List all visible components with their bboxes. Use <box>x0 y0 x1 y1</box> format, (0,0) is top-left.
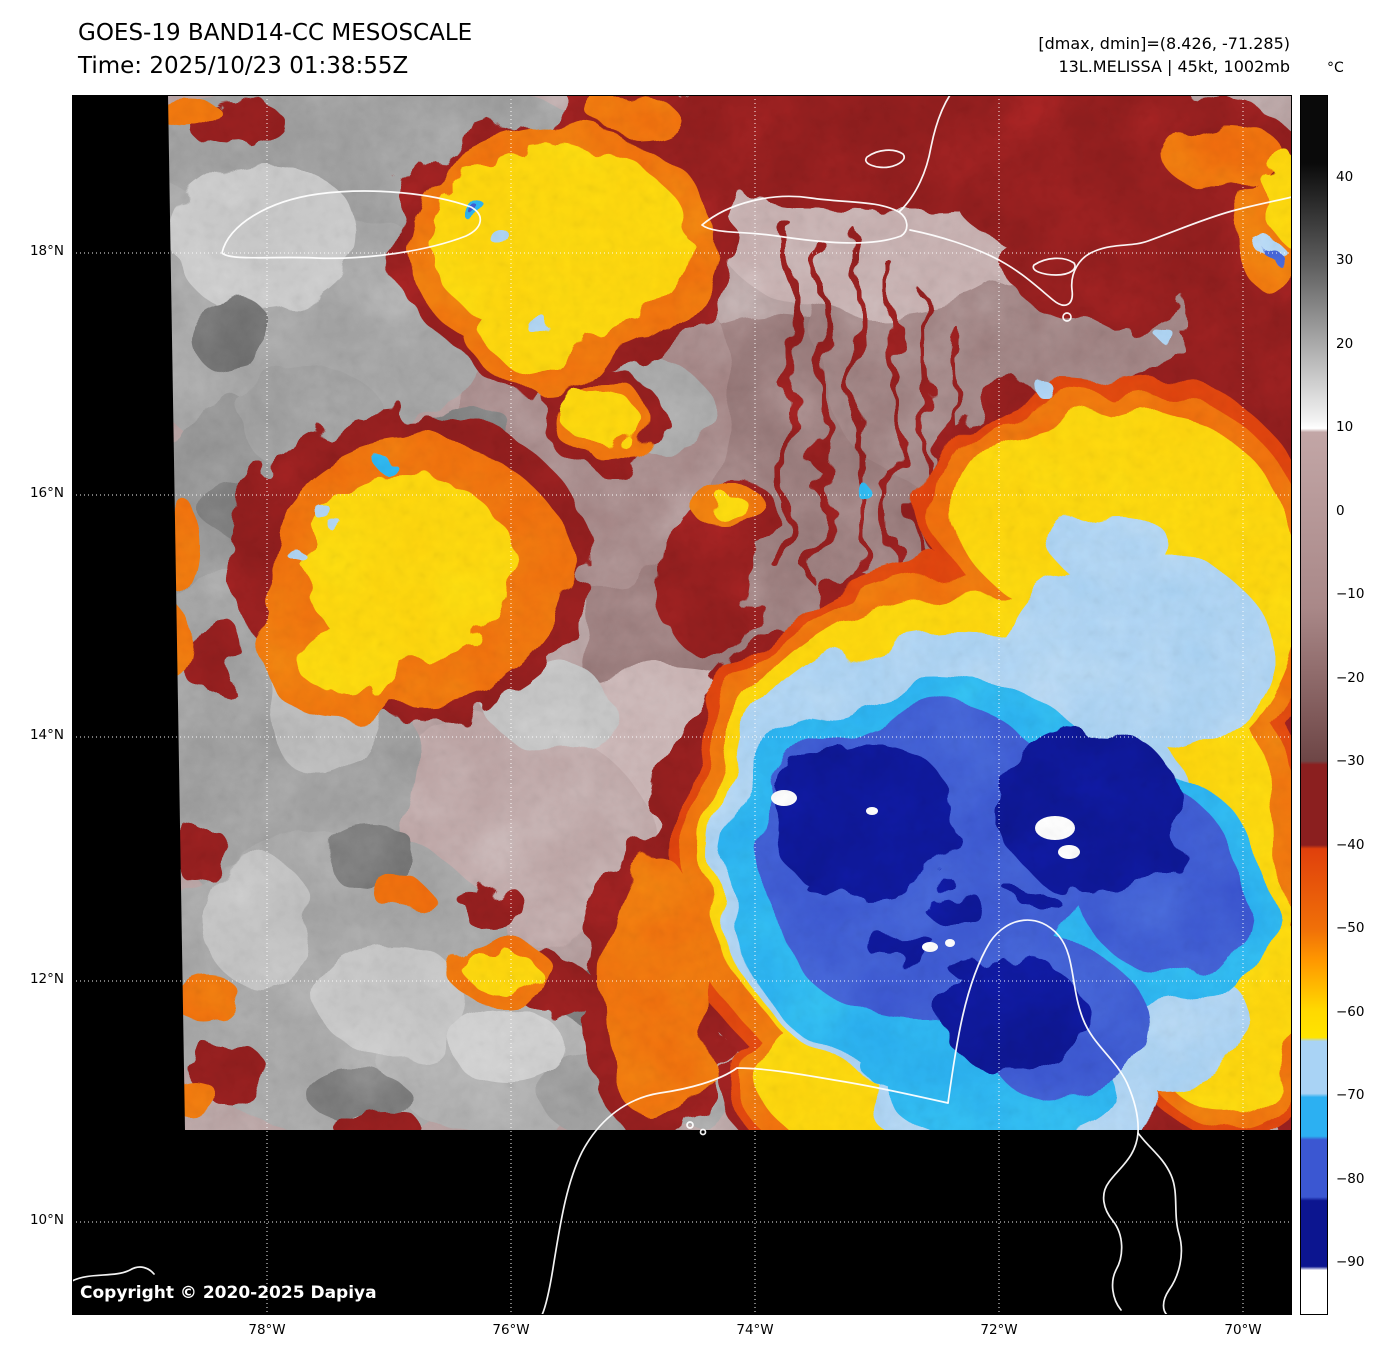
lon-tick-label: 72°W <box>980 1322 1018 1338</box>
colorbar-tick-label: 30 <box>1336 252 1354 268</box>
coastline-islet-2 <box>699 1128 707 1136</box>
lat-tick-label: 18°N <box>29 243 64 259</box>
lon-tick-label: 76°W <box>492 1322 530 1338</box>
copyright-text: Copyright © 2020-2025 Dapiya <box>80 1283 377 1303</box>
coastline-beata-island <box>1062 312 1072 322</box>
satellite-data-region <box>168 95 1292 1130</box>
coastline-haiti-west <box>898 95 951 213</box>
lat-tick-label: 12°N <box>29 971 64 987</box>
coastlines <box>72 95 1292 1315</box>
lon-tick-label: 70°W <box>1224 1322 1262 1338</box>
coastline-gulf-venezuela-east <box>1137 1132 1183 1315</box>
colorbar-tick-label: 20 <box>1336 336 1354 352</box>
coastline-hispaniola-tiburon <box>701 195 908 244</box>
colorbar-tick-label: −50 <box>1336 920 1365 936</box>
coastline-lake-enriquillo <box>1032 257 1076 276</box>
coastline-panama <box>72 1266 155 1282</box>
colorbar-tick-label: −10 <box>1336 586 1365 602</box>
dmax-dmin-readout: [dmax, dmin]=(8.426, -71.285) <box>1038 34 1290 53</box>
colorbar-tick-label: 40 <box>1336 169 1354 185</box>
cloud-texture-fine <box>168 95 1292 1130</box>
header-info: [dmax, dmin]=(8.426, -71.285) 13L.MELISS… <box>1038 32 1290 78</box>
colorbar-tick-label: 10 <box>1336 419 1354 435</box>
page-title: GOES-19 BAND14-CC MESOSCALE <box>78 20 473 46</box>
colorbar-tick-label: −30 <box>1336 753 1365 769</box>
colorbar-tick-label: −40 <box>1336 837 1365 853</box>
colorbar-tick-label: 0 <box>1336 503 1345 519</box>
coastline-jamaica <box>221 190 481 260</box>
lon-tick-label: 74°W <box>736 1322 774 1338</box>
lon-tick-label: 78°W <box>248 1322 286 1338</box>
coastline-gonave-island <box>864 149 905 169</box>
colorbar-tick-label: −60 <box>1336 1004 1365 1020</box>
lat-tick-label: 10°N <box>29 1212 64 1228</box>
map-plot-area: Copyright © 2020-2025 Dapiya <box>72 95 1292 1315</box>
colorbar-unit-label: °C <box>1327 60 1344 76</box>
satellite-map <box>72 95 1292 1315</box>
grid-lines <box>72 95 1292 1315</box>
coastline-dominican-south <box>909 196 1292 307</box>
temperature-colorbar <box>1300 95 1328 1315</box>
colorbar-tick-label: −90 <box>1336 1254 1365 1270</box>
coastline-islet-1 <box>686 1121 694 1129</box>
colorbar-tick-label: −80 <box>1336 1171 1365 1187</box>
coastline-guajira-venezuela <box>947 919 1139 1311</box>
plot-frame <box>72 95 1292 1315</box>
storm-status: 13L.MELISSA | 45kt, 1002mb <box>1058 57 1290 76</box>
coastline-colombia <box>541 1067 949 1315</box>
colorbar-tick-label: −20 <box>1336 670 1365 686</box>
lat-tick-label: 14°N <box>29 727 64 743</box>
timestamp: Time: 2025/10/23 01:38:55Z <box>78 53 409 79</box>
colorbar-tick-label: −70 <box>1336 1087 1365 1103</box>
lat-tick-label: 16°N <box>29 485 64 501</box>
